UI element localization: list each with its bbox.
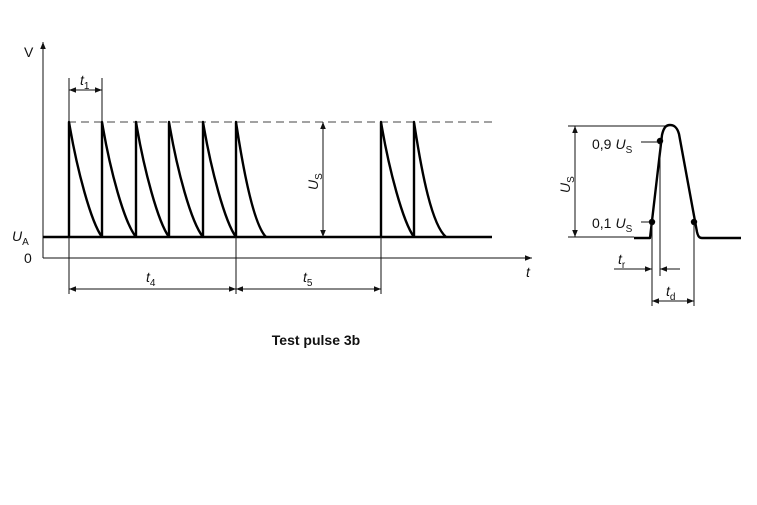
- label-part: 5: [307, 278, 313, 289]
- label-part: 0,1: [592, 215, 612, 231]
- fall-point: [690, 218, 698, 226]
- label-part: U: [615, 136, 626, 152]
- t4-t5-dimension: t4 t5: [68, 237, 382, 294]
- label-part: U: [12, 228, 23, 244]
- amplitude-dimension: US: [305, 122, 326, 237]
- duration-dimension: td: [652, 283, 694, 304]
- high-point: [656, 137, 664, 145]
- t4-label: t4: [146, 269, 156, 289]
- duration-label: td: [666, 283, 675, 303]
- amplitude-label: US: [305, 173, 325, 190]
- caption: Test pulse 3b: [272, 332, 360, 348]
- origin-label: 0: [24, 250, 32, 266]
- y-axis-label: V: [24, 44, 34, 60]
- rise-time-label: tr: [618, 251, 626, 271]
- low-point: [648, 218, 656, 226]
- label-part: 0,9: [592, 136, 612, 152]
- label-part: S: [626, 145, 633, 156]
- t1-dimension: t1: [68, 72, 103, 122]
- high-point-label: 0,9 US: [592, 136, 633, 156]
- label-part: t: [666, 283, 671, 299]
- t1-label: t1: [80, 72, 90, 92]
- label-part: 1: [84, 81, 90, 92]
- right-chart: US 0,9 US 0,1 US tr td: [557, 123, 741, 306]
- x-axis-label: t: [526, 264, 531, 280]
- label-part: t: [146, 269, 151, 285]
- label-part: d: [670, 292, 676, 303]
- label-part: U: [615, 215, 626, 231]
- t5-label: t5: [303, 269, 313, 289]
- label-part: U: [305, 179, 321, 190]
- baseline-label: UA: [12, 228, 29, 248]
- label-part: t: [618, 251, 623, 267]
- label-part: A: [22, 237, 29, 248]
- label-part: S: [314, 173, 325, 180]
- label-part: S: [566, 176, 577, 183]
- label-part: r: [622, 260, 626, 271]
- label-part: 4: [150, 278, 156, 289]
- rise-time-dimension: tr: [614, 143, 695, 306]
- label-part: U: [557, 182, 573, 193]
- amplitude-label: US: [557, 176, 577, 193]
- label-part: t: [80, 72, 85, 88]
- single-pulse: [634, 123, 741, 240]
- left-chart: V t 0 UA t1 US t4 t5: [12, 42, 532, 294]
- label-part: S: [626, 224, 633, 235]
- low-point-label: 0,1 US: [592, 215, 633, 235]
- label-part: t: [303, 269, 308, 285]
- pulse-train: [67, 120, 447, 238]
